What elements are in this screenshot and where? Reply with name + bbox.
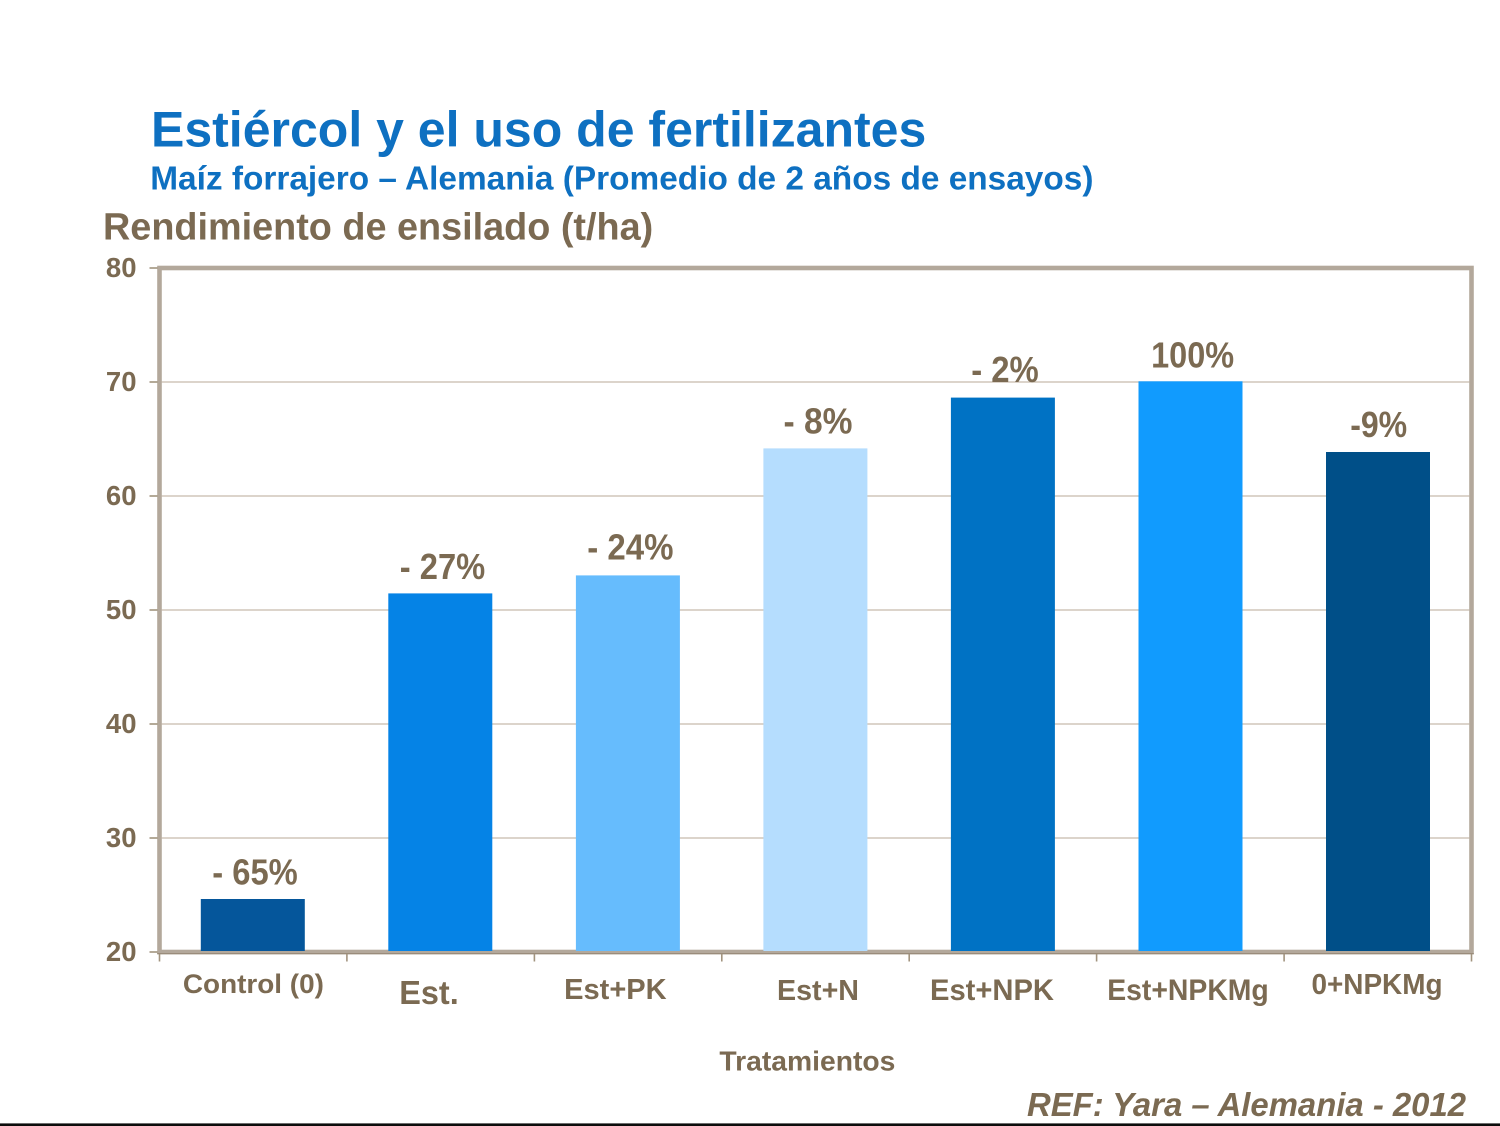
- svg-text:Control (0): Control (0): [183, 969, 324, 999]
- svg-text:Est.: Est.: [399, 974, 459, 1011]
- svg-text:Tratamientos: Tratamientos: [719, 1046, 895, 1077]
- svg-text:- 65%: - 65%: [212, 851, 298, 892]
- svg-text:100%: 100%: [1151, 335, 1234, 376]
- svg-text:20: 20: [106, 936, 137, 967]
- svg-text:- 27%: - 27%: [400, 546, 485, 587]
- svg-text:30: 30: [106, 822, 137, 853]
- svg-text:REF: Yara – Alemania - 2012: REF: Yara – Alemania - 2012: [1027, 1086, 1467, 1123]
- svg-text:Est+NPKMg: Est+NPKMg: [1107, 974, 1269, 1007]
- svg-text:-9%: -9%: [1350, 404, 1407, 445]
- svg-text:Est+NPK: Est+NPK: [930, 974, 1055, 1007]
- svg-text:40: 40: [106, 708, 137, 739]
- svg-text:50: 50: [106, 594, 137, 625]
- svg-text:60: 60: [106, 480, 137, 511]
- svg-text:- 8%: - 8%: [784, 400, 853, 441]
- svg-text:Rendimiento de ensilado (t/ha): Rendimiento de ensilado (t/ha): [103, 207, 653, 249]
- svg-text:- 2%: - 2%: [971, 349, 1039, 390]
- svg-text:80: 80: [106, 252, 137, 283]
- svg-text:0+NPKMg: 0+NPKMg: [1312, 969, 1443, 1001]
- svg-text:70: 70: [106, 366, 137, 397]
- svg-text:Est+N: Est+N: [777, 975, 859, 1007]
- svg-text:Maíz forrajero – Alemania (Pro: Maíz forrajero – Alemania (Promedio de 2…: [150, 161, 1093, 198]
- svg-text:- 24%: - 24%: [587, 527, 673, 568]
- svg-text:Estiércol y el uso de fertiliz: Estiércol y el uso de fertilizantes: [151, 102, 926, 158]
- svg-text:Est+PK: Est+PK: [564, 974, 667, 1006]
